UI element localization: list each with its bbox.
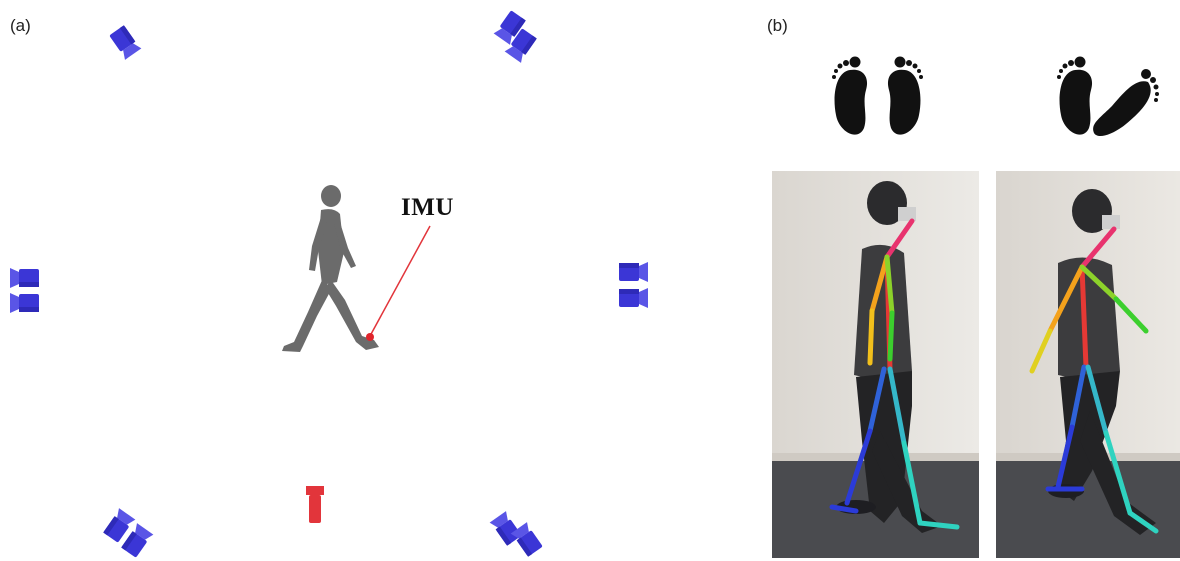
camera-icon (619, 288, 648, 308)
panel-label-a: (a) (10, 16, 31, 35)
camera-icon (10, 293, 39, 313)
pose-skeleton (1029, 226, 1159, 534)
camera-icon (619, 262, 648, 282)
panel-label-b: (b) (767, 16, 788, 35)
gait-photo-stride (996, 171, 1180, 558)
feet-stride-icon (1057, 56, 1159, 137)
capture-setup-diagram (10, 9, 648, 559)
reference-camera-icon (306, 486, 324, 523)
feet-parallel-icon (832, 56, 923, 135)
camera-icon (108, 24, 142, 60)
camera-icon (10, 268, 39, 288)
imu-sensor-dot (366, 333, 374, 341)
imu-pointer-line (369, 225, 431, 337)
gait-photo-standing (772, 171, 979, 558)
pose-skeleton (829, 218, 960, 530)
imu-label: IMU (401, 194, 454, 221)
walking-person-silhouette (282, 185, 379, 352)
